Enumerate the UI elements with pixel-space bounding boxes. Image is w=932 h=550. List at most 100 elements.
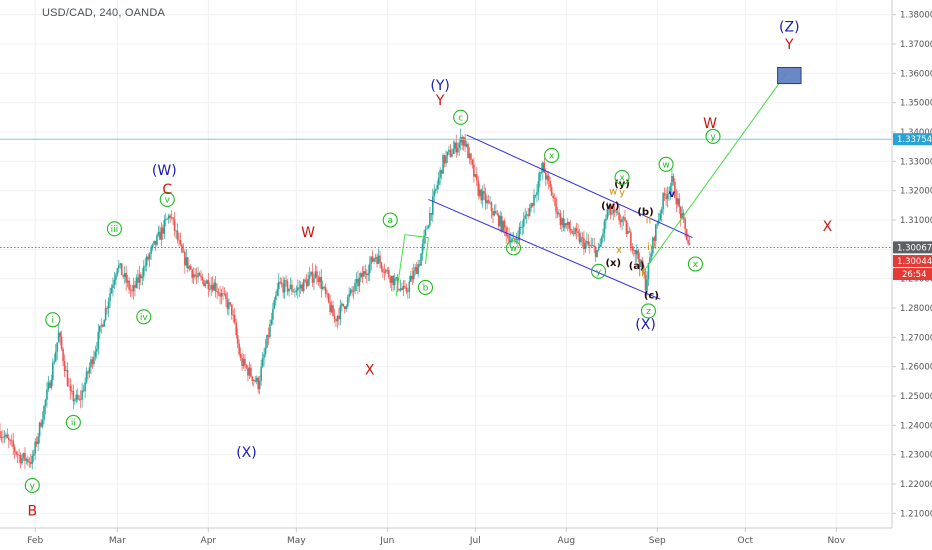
candle-body — [540, 171, 543, 173]
candle-body — [65, 370, 67, 372]
candle-body — [41, 419, 44, 427]
candle-body — [677, 198, 679, 205]
current-price-tag: 1.30044 — [897, 257, 932, 267]
candle-body — [456, 147, 459, 153]
candle-body — [393, 278, 396, 286]
candle-body — [467, 143, 469, 159]
price-tick-label: 1.35000 — [900, 99, 932, 109]
candle-body — [258, 381, 261, 390]
candle-body — [71, 390, 73, 392]
candle-body — [569, 228, 572, 232]
candle-body — [203, 280, 205, 287]
candle-body — [74, 400, 76, 402]
candle-body — [59, 332, 61, 337]
candle-body — [380, 262, 383, 269]
candle-body — [390, 275, 393, 283]
candle-body — [324, 287, 327, 294]
candle-body — [558, 213, 560, 215]
candle-body — [314, 271, 317, 279]
candle-body — [304, 279, 306, 281]
candle-body — [250, 367, 252, 377]
candle-body — [417, 264, 419, 274]
candle-body — [235, 322, 238, 336]
candle-body — [238, 343, 240, 355]
wave-label: ii — [646, 216, 652, 227]
candle-body — [140, 274, 142, 279]
candle-body — [13, 447, 16, 452]
wave-label: v — [669, 189, 676, 200]
candle-body — [584, 242, 587, 250]
candle-body — [566, 221, 569, 226]
candle-body — [518, 227, 521, 241]
candle-body — [131, 290, 133, 292]
candle-body — [446, 151, 449, 156]
wave-label: y — [596, 268, 602, 278]
candle-body — [151, 244, 154, 249]
candle-body — [652, 237, 654, 254]
candle-body — [119, 263, 122, 265]
candle-body — [188, 266, 191, 269]
candle-body — [217, 292, 220, 294]
candle-body — [580, 237, 582, 243]
candle-body — [170, 217, 173, 219]
triangle-pattern — [395, 234, 429, 297]
candle-body — [178, 239, 180, 241]
candle-body — [319, 277, 321, 283]
candle-body — [192, 274, 195, 278]
candle-body — [98, 325, 101, 333]
candle-body — [455, 142, 458, 153]
candle-body — [618, 212, 620, 221]
candle-body — [47, 382, 50, 390]
candle-body — [358, 277, 361, 287]
candle-body — [245, 365, 248, 368]
candle-body — [528, 208, 531, 217]
candle-body — [308, 274, 311, 279]
candle-body — [321, 286, 324, 290]
candle-body — [351, 289, 353, 292]
candle-body — [407, 291, 409, 293]
candle-body — [69, 385, 72, 391]
wave-label-circle — [544, 147, 560, 164]
candle-body — [440, 170, 443, 174]
candle-body — [206, 280, 208, 284]
candle-body — [426, 228, 428, 230]
candle-body — [348, 293, 350, 297]
wave-label-circle — [45, 312, 61, 328]
candle-body — [276, 289, 279, 296]
time-tick-label: Jun — [379, 536, 394, 546]
candle-body — [549, 180, 551, 188]
candle-body — [345, 306, 348, 310]
candle-body — [458, 142, 461, 148]
candle-body — [8, 437, 10, 441]
candle-body — [415, 267, 418, 274]
candle-body — [248, 367, 251, 376]
countdown-label: 26:54 — [902, 270, 927, 280]
wave-label: x — [616, 245, 622, 256]
wave-label-circle — [658, 156, 674, 172]
candle-body — [421, 243, 424, 254]
candle-body — [282, 283, 284, 293]
candle-body — [310, 271, 312, 275]
candle-body — [260, 366, 262, 382]
candle-body — [389, 277, 392, 283]
candle-body — [583, 238, 585, 250]
candle-body — [301, 284, 304, 292]
candle-body — [581, 237, 584, 239]
candle-body — [115, 274, 117, 280]
candle-body — [383, 272, 386, 274]
candle-body — [373, 258, 375, 262]
candle-body — [638, 259, 641, 268]
candle-body — [261, 358, 264, 367]
candle-body — [671, 175, 673, 186]
candle-body — [443, 154, 446, 164]
time-tick-label: Jul — [469, 536, 481, 546]
candle-body — [515, 239, 518, 241]
candle-body — [632, 249, 635, 251]
candle-body — [625, 220, 628, 234]
candle-body — [320, 277, 323, 290]
candle-body — [25, 458, 28, 461]
candle-body — [231, 304, 233, 315]
candle-body — [379, 255, 381, 263]
